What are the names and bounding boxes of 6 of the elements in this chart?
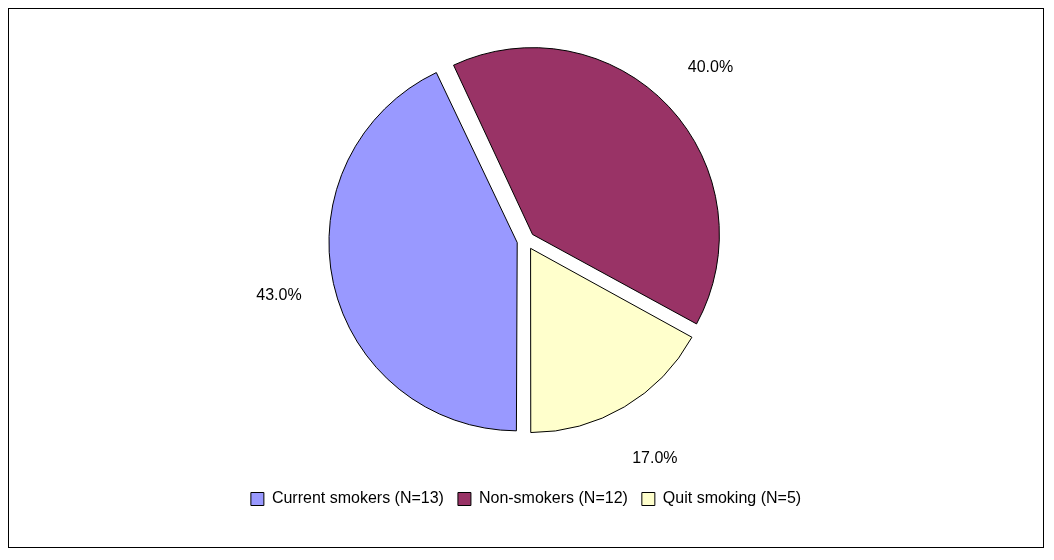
legend-label: Quit smoking (N=5) xyxy=(662,489,802,507)
legend-label: Current smokers (N=13) xyxy=(271,489,444,507)
data-label: 43.0% xyxy=(256,286,302,304)
data-label: 17.0% xyxy=(632,448,678,466)
data-label: 40.0% xyxy=(687,57,734,75)
legend-label: Non-smokers (N=12) xyxy=(478,489,628,507)
